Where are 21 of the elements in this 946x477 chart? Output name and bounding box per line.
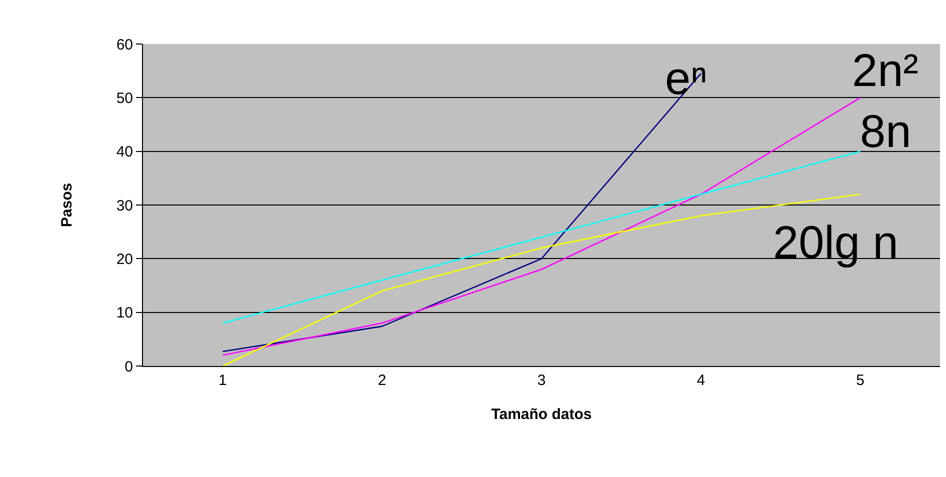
x-tick-label: 3 [537, 372, 546, 389]
x-tick-label: 5 [856, 372, 864, 389]
y-tick-label: 50 [116, 90, 133, 107]
series-label: 8n [860, 105, 912, 157]
x-tick-label: 1 [218, 372, 227, 389]
x-tick-label: 2 [378, 372, 386, 389]
x-axis-title: Tamaño datos [491, 406, 592, 423]
y-tick-label: 30 [116, 197, 133, 214]
y-tick-label: 60 [116, 36, 133, 54]
series-label: eⁿ [665, 52, 708, 104]
y-tick-label: 40 [116, 144, 133, 161]
x-tick-label: 4 [696, 372, 706, 389]
y-tick-label: 10 [116, 304, 133, 322]
line-series [222, 194, 861, 366]
line-series [222, 97, 861, 356]
y-axis-title: Pasos [58, 182, 76, 228]
series-label: 2n² [852, 44, 918, 96]
y-tick-label: 20 [116, 250, 133, 268]
series-label: 20lg n [773, 216, 898, 268]
line-series [222, 150, 861, 324]
y-tick-label: 0 [124, 358, 133, 376]
